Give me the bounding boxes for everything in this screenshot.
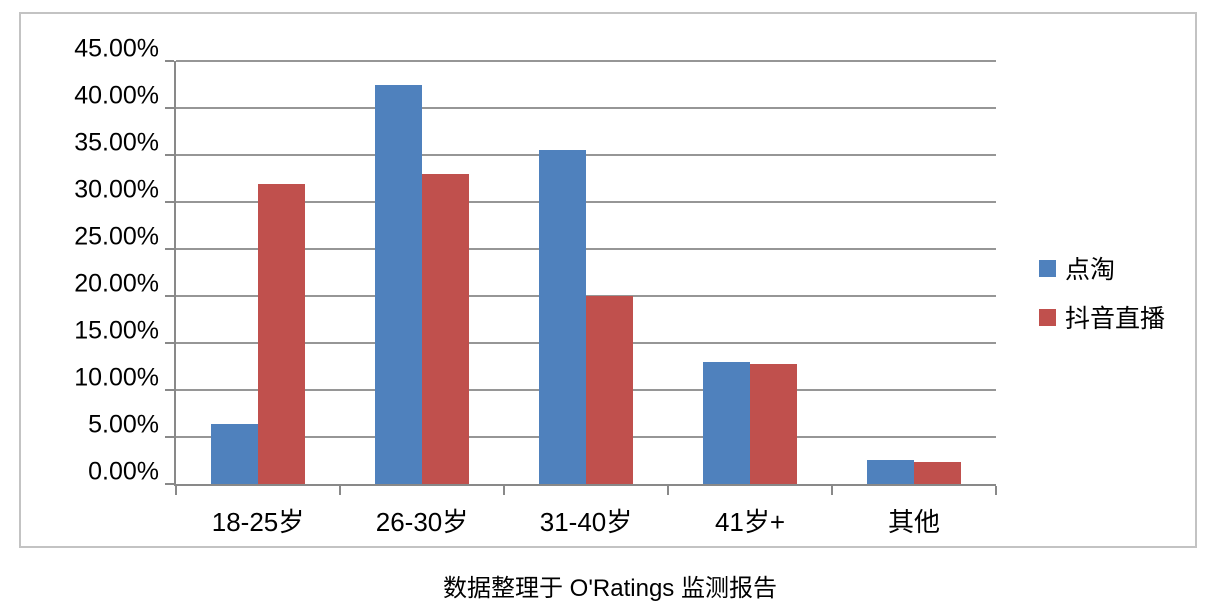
x-axis-tick <box>831 486 833 495</box>
y-axis-tick <box>165 60 174 62</box>
legend-swatch-icon <box>1039 308 1056 326</box>
x-axis-label: 其他 <box>887 507 940 537</box>
x-axis-labels: 18-25岁 26-30岁 31-40岁 41岁+ 其他 <box>176 502 996 542</box>
bar-s0-c4 <box>867 459 914 484</box>
bar-s1-c1 <box>422 173 469 484</box>
y-axis-label: 0.00% <box>88 457 159 486</box>
plot-area <box>165 60 997 495</box>
bar-s0-c3 <box>703 361 750 484</box>
y-axis-tick <box>165 201 174 203</box>
y-axis-tick <box>165 483 174 485</box>
y-axis-label: 20.00% <box>74 269 159 298</box>
x-axis-label: 31-40岁 <box>539 507 633 537</box>
legend-label: 抖音直播 <box>1065 305 1166 333</box>
gridline <box>176 201 996 203</box>
bar-s1-c4 <box>914 462 961 484</box>
legend-item: 点淘 <box>1039 254 1165 284</box>
legend-item: 抖音直播 <box>1039 303 1165 333</box>
y-axis-tick <box>165 248 174 250</box>
bar-s1-c0 <box>258 184 305 484</box>
y-axis-label: 15.00% <box>74 316 159 345</box>
y-axis-tick <box>165 154 174 156</box>
legend-swatch-icon <box>1039 259 1056 277</box>
bar-s1-c3 <box>750 363 797 484</box>
legend: 点淘 抖音直播 <box>1039 254 1165 333</box>
y-axis-label: 35.00% <box>74 128 159 157</box>
y-axis-labels: 0.00% 5.00% 10.00% 15.00% 20.00% 25.00% 30.00%… <box>21 14 159 610</box>
y-axis-tick <box>165 107 174 109</box>
x-axis-tick <box>175 486 177 495</box>
x-axis-tick <box>503 486 505 495</box>
y-axis-label: 10.00% <box>74 363 159 392</box>
x-axis-label: 18-25岁 <box>211 507 305 537</box>
bar-s0-c2 <box>539 150 586 484</box>
x-axis-tick <box>667 486 669 495</box>
gridline <box>176 248 996 250</box>
y-axis-label: 45.00% <box>74 34 159 63</box>
x-axis-tick <box>339 486 341 495</box>
y-axis-label: 25.00% <box>74 222 159 251</box>
chart-frame: 0.00% 5.00% 10.00% 15.00% 20.00% 25.00% 30.00%… <box>19 12 1197 548</box>
y-axis-tick <box>165 295 174 297</box>
legend-label: 点淘 <box>1065 256 1116 284</box>
y-axis-label: 5.00% <box>88 410 159 439</box>
y-axis-line <box>174 61 176 484</box>
x-axis-label: 41岁+ <box>714 507 786 537</box>
y-axis-label: 40.00% <box>74 81 159 110</box>
bar-s0-c0 <box>211 423 258 484</box>
y-axis-label: 30.00% <box>74 175 159 204</box>
bar-s1-c2 <box>586 296 633 484</box>
bar-s0-c1 <box>375 84 422 484</box>
caption: 数据整理于 O'Ratings 监测报告 <box>443 575 777 602</box>
x-axis-label: 26-30岁 <box>375 507 469 537</box>
gridline <box>176 154 996 156</box>
gridline <box>176 107 996 109</box>
x-axis-line <box>174 484 996 486</box>
x-axis-tick <box>995 486 997 495</box>
y-axis-tick <box>165 389 174 391</box>
y-axis-tick <box>165 436 174 438</box>
gridline <box>176 60 996 62</box>
y-axis-tick <box>165 342 174 344</box>
